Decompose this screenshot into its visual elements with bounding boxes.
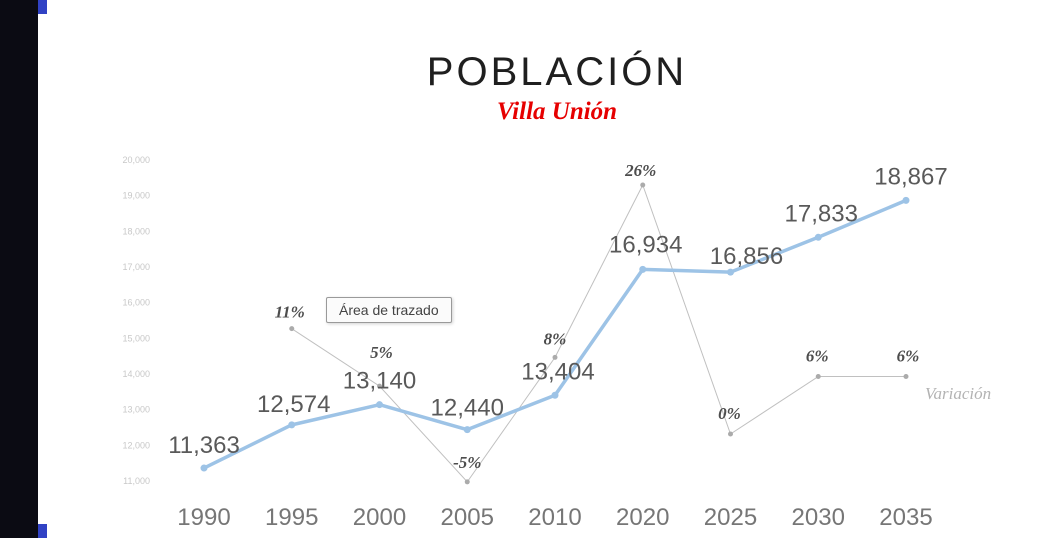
y-axis-tick-label: 14,000 <box>122 369 150 379</box>
population-data-point[interactable] <box>814 233 822 241</box>
population-data-label: 17,833 <box>785 200 858 227</box>
y-axis-tick-label: 17,000 <box>122 262 150 272</box>
population-data-label: 12,440 <box>431 395 504 422</box>
y-axis-tick-label: 13,000 <box>122 405 150 415</box>
variation-series-line[interactable] <box>291 183 906 483</box>
plot-area-tooltip: Área de trazado <box>326 297 452 323</box>
population-data-point[interactable] <box>902 196 910 204</box>
population-data-label: 16,934 <box>609 231 682 258</box>
population-data-label: 18,867 <box>874 163 947 190</box>
population-data-label: 12,574 <box>257 391 330 418</box>
variation-data-label: -5% <box>453 453 481 472</box>
y-axis-tick-label: 18,000 <box>122 226 150 236</box>
chart-subtitle: Villa Unión <box>496 98 618 125</box>
population-data-point[interactable] <box>200 464 208 472</box>
x-axis-label: 2035 <box>879 504 932 531</box>
y-axis-tick-label: 16,000 <box>122 298 150 308</box>
x-axis-label: 2010 <box>528 504 581 531</box>
x-axis-label: 1990 <box>177 504 230 531</box>
population-data-point[interactable] <box>551 391 559 399</box>
x-axis-label: 2030 <box>792 504 845 531</box>
population-data-label: 11,363 <box>168 432 240 459</box>
x-axis-label: 1995 <box>265 504 318 531</box>
variation-data-label: 5% <box>370 343 393 362</box>
left-black-panel <box>0 0 38 538</box>
population-data-label: 13,404 <box>521 358 594 385</box>
x-axis-label: 2000 <box>353 504 406 531</box>
population-data-point[interactable] <box>376 401 383 409</box>
population-data-label: 13,140 <box>343 368 416 395</box>
population-data-point[interactable] <box>463 426 471 434</box>
y-axis-tick-label: 20,000 <box>122 155 150 165</box>
chart-title: POBLACIÓN <box>426 50 688 94</box>
variation-data-point[interactable] <box>728 431 733 437</box>
x-axis-label: 2005 <box>441 504 494 531</box>
variation-data-label: 6% <box>806 347 829 366</box>
variation-data-point[interactable] <box>640 182 646 188</box>
variation-legend-label: Variación <box>925 384 992 403</box>
variation-data-label: 0% <box>718 404 741 423</box>
population-data-point[interactable] <box>639 265 647 273</box>
variation-data-label: 11% <box>275 303 305 322</box>
variation-data-label: 6% <box>897 347 920 366</box>
variation-data-label: 26% <box>624 161 656 180</box>
variation-data-point[interactable] <box>815 374 821 380</box>
x-axis-label: 2025 <box>704 504 757 531</box>
y-axis-tick-label: 19,000 <box>122 191 150 201</box>
variation-data-point[interactable] <box>289 326 295 332</box>
blue-accent-top <box>38 0 47 14</box>
blue-accent-bottom <box>38 524 47 538</box>
variation-data-point[interactable] <box>464 479 470 485</box>
population-data-point[interactable] <box>727 268 734 276</box>
population-data-point[interactable] <box>288 421 296 429</box>
x-axis-label: 2020 <box>616 504 669 531</box>
population-data-label: 16,856 <box>710 243 783 270</box>
y-axis-tick-label: 11,000 <box>123 476 150 486</box>
variation-data-point[interactable] <box>377 383 382 389</box>
variation-data-point[interactable] <box>552 354 558 360</box>
y-axis-tick-label: 12,000 <box>122 440 150 450</box>
variation-data-label: 8% <box>544 329 567 348</box>
y-axis-tick-label: 15,000 <box>122 333 150 343</box>
variation-data-point[interactable] <box>903 374 909 380</box>
